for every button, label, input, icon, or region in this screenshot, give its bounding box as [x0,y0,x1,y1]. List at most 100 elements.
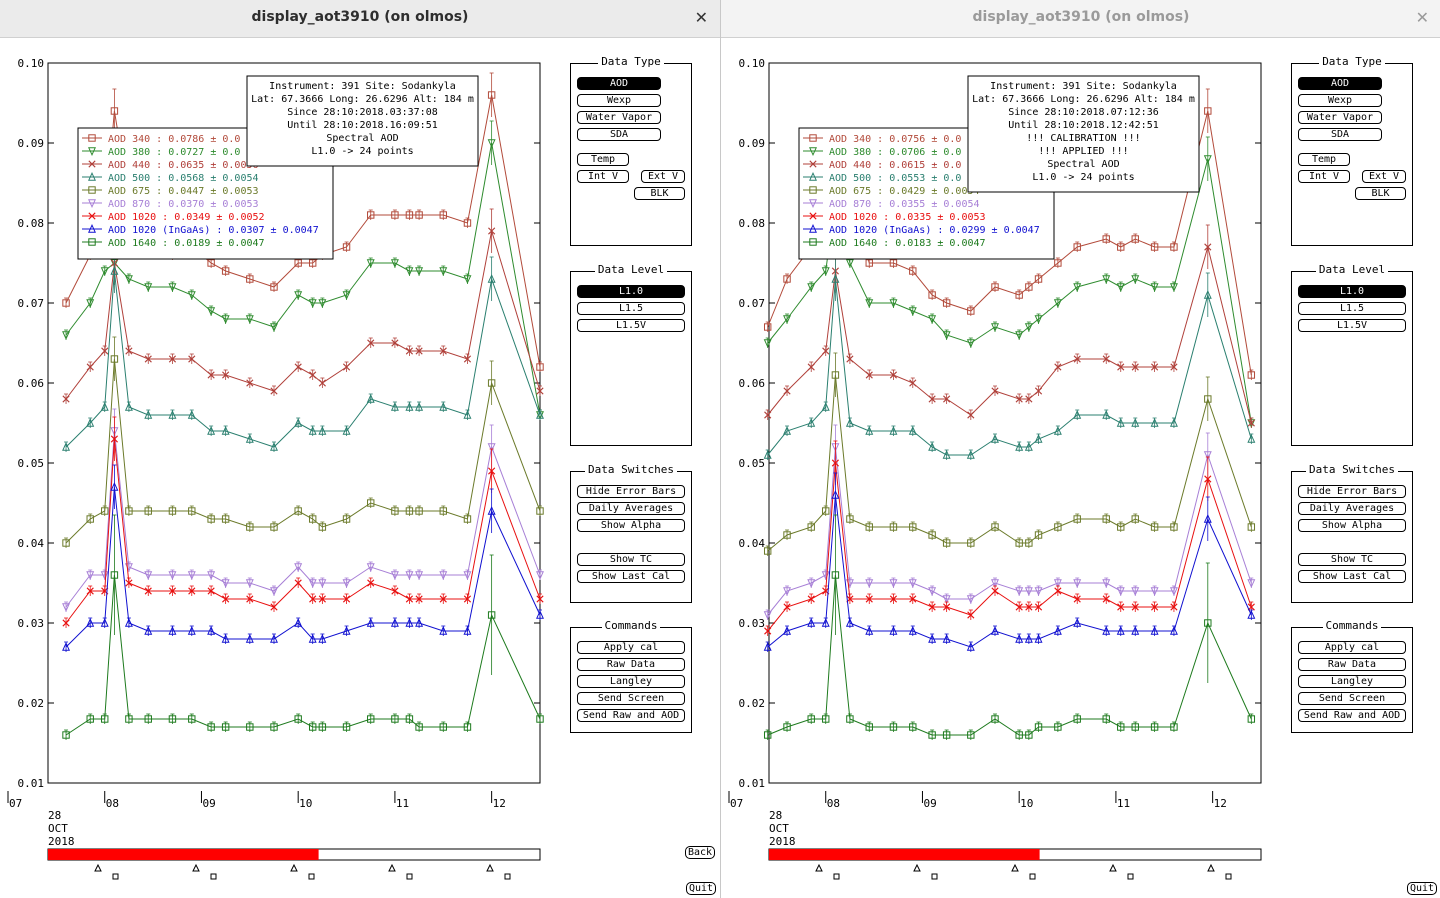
data-point [966,595,975,605]
langley-button[interactable]: Langley [1298,675,1406,688]
data-point [783,425,792,435]
quit-button[interactable]: Quit [1407,882,1438,895]
daily-averages-button[interactable]: Daily Averages [577,502,685,515]
water-vapor-button[interactable]: Water Vapor [577,111,661,124]
send-raw-and-aod-button[interactable]: Send Raw and AOD [577,709,685,722]
l1-0-button[interactable]: L1.0 [577,285,685,298]
data-point [1117,723,1125,731]
data-point [1015,395,1023,403]
data-point [391,339,399,347]
panel-title-text: Commands [601,619,661,632]
data-point [246,523,254,531]
data-point [928,603,936,611]
show-tc-button[interactable]: Show TC [577,553,685,566]
temp-button[interactable]: Temp [1298,153,1350,166]
show-alpha-button[interactable]: Show Alpha [1298,519,1406,532]
aod-plot[interactable]: 0.10 0.09 0.08 0.07 0.06 0.05 0.04 0.03 0.02 0.01… [0,38,720,898]
blk-button[interactable]: BLK [634,187,685,200]
send-screen-button[interactable]: Send Screen [1298,692,1406,705]
legend-label: AOD 1020 (InGaAs) : 0.0307 ± 0.0047 [108,225,319,236]
panel-title-text: Data Type [1319,55,1385,68]
panel-title: Data Level [571,263,691,277]
send-raw-and-aod-button[interactable]: Send Raw and AOD [1298,709,1406,722]
data-point [1015,291,1023,299]
apply-cal-button[interactable]: Apply cal [577,641,685,654]
data-point [110,265,119,275]
langley-button[interactable]: Langley [577,675,685,688]
data-point [62,731,70,739]
aod-button[interactable]: AOD [577,77,661,90]
data-point [62,395,70,403]
quit-button[interactable]: Quit [686,882,717,895]
sda-button[interactable]: SDA [577,128,661,141]
show-last-cal-button[interactable]: Show Last Cal [1298,570,1406,583]
close-icon[interactable]: ✕ [694,8,708,27]
data-point [415,211,423,219]
l1-5v-button[interactable]: L1.5V [1298,319,1406,332]
water-vapor-button[interactable]: Water Vapor [1298,111,1382,124]
data-point [101,507,109,515]
int-v-button[interactable]: Int V [1298,170,1350,183]
data-point [487,273,496,283]
data-point [168,715,177,723]
ext-v-button[interactable]: Ext V [641,170,685,183]
window-titlebar[interactable]: display_aot3910 (on olmos) ✕ [721,0,1440,38]
sda-button[interactable]: SDA [1298,128,1382,141]
data-point [928,531,936,539]
l1-5v-button[interactable]: L1.5V [577,319,685,332]
data-point [1024,587,1033,597]
data-point [110,435,118,443]
l1-5-button[interactable]: L1.5 [1298,302,1406,315]
wexp-button[interactable]: Wexp [1298,94,1382,107]
temp-button[interactable]: Temp [577,153,629,166]
l1-0-button[interactable]: L1.0 [1298,285,1406,298]
hide-error-bars-button[interactable]: Hide Error Bars [1298,485,1406,498]
data-point [342,515,351,523]
raw-data-button[interactable]: Raw Data [577,658,685,671]
hide-error-bars-button[interactable]: Hide Error Bars [577,485,685,498]
data-point [1054,363,1062,371]
raw-data-button[interactable]: Raw Data [1298,658,1406,671]
data-point [318,523,327,531]
data-point [1053,625,1062,635]
show-tc-button[interactable]: Show TC [1298,553,1406,566]
data-point [1150,283,1159,293]
legend-marker [809,199,817,209]
int-v-button[interactable]: Int V [577,170,629,183]
data-point [991,323,999,333]
data-point [536,363,544,371]
x-tick-label: 12 [1214,797,1227,810]
data-point [1015,633,1024,643]
data-point [415,347,423,355]
data-point [1117,243,1125,251]
data-point [1102,515,1110,523]
send-screen-button[interactable]: Send Screen [577,692,685,705]
daily-averages-button[interactable]: Daily Averages [1298,502,1406,515]
ext-v-button[interactable]: Ext V [1362,170,1406,183]
data-point [405,571,414,581]
wexp-button[interactable]: Wexp [577,94,661,107]
l1-5-button[interactable]: L1.5 [577,302,685,315]
data-point [1151,603,1159,611]
data-point [62,619,70,627]
show-last-cal-button[interactable]: Show Last Cal [577,570,685,583]
aod-button[interactable]: AOD [1298,77,1382,90]
data-point [86,715,94,723]
legend-label: AOD 1020 : 0.0349 ± 0.0052 [108,212,265,223]
show-alpha-button[interactable]: Show Alpha [577,519,685,532]
data-point [865,259,873,267]
data-point [110,571,119,579]
data-point [1116,283,1125,293]
triangle-marker [913,863,921,872]
blk-button[interactable]: BLK [1355,187,1406,200]
data-point [1073,243,1081,251]
close-icon[interactable]: ✕ [1415,8,1429,27]
aod-plot[interactable]: 0.10 0.09 0.08 0.07 0.06 0.05 0.04 0.03 0.02 0.01… [721,38,1440,898]
window-titlebar[interactable]: display_aot3910 (on olmos) ✕ [0,0,720,38]
data-point [889,299,898,309]
back-button[interactable]: Back [685,846,716,859]
apply-cal-button[interactable]: Apply cal [1298,641,1406,654]
data-point [1169,587,1178,597]
data-point [966,641,975,651]
data-point [1025,731,1033,739]
